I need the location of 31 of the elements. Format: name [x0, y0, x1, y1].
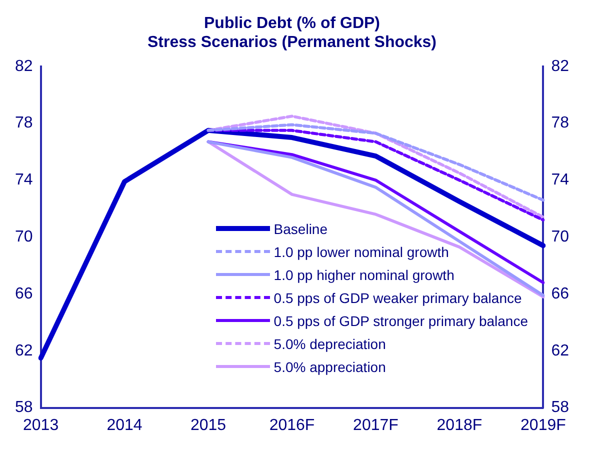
x-tick-label: 2015 — [190, 416, 226, 434]
y2-tick-label: 74 — [551, 172, 570, 189]
x-tick-label: 2017F — [353, 416, 399, 434]
legend-label: 1.0 pp higher nominal growth — [274, 266, 454, 282]
y-tick-label: 74 — [15, 172, 33, 189]
y2-tick-label: 66 — [551, 285, 570, 302]
x-tick-label: 2013 — [23, 416, 59, 434]
legend-label: 0.5 pps of GDP stronger primary balance — [274, 312, 528, 328]
y-tick-label: 58 — [15, 399, 33, 416]
line-series — [206, 114, 545, 219]
x-tick-label: 2018F — [436, 416, 482, 434]
y2-tick-label: 70 — [551, 228, 570, 246]
legend-label: 0.5 pps of GDP weaker primary balance — [274, 290, 522, 306]
y-tick-label: 82 — [15, 58, 33, 75]
chart-title: Public Debt (% of GDP) Stress Scenarios (Permanent Shocks) — [147, 15, 437, 52]
y-tick-label: 62 — [15, 342, 33, 360]
x-tick-label: 2016F — [269, 416, 315, 434]
y-tick-label: 66 — [15, 285, 33, 302]
y2-tick-label: 78 — [551, 114, 570, 132]
line-series — [206, 123, 545, 202]
y-tick-label: 78 — [15, 114, 33, 132]
legend-label: Baseline — [274, 220, 328, 236]
y2-tick-label: 82 — [551, 58, 570, 75]
x-tick-label: 2019F — [520, 416, 566, 434]
legend-label: 5.0% appreciation — [274, 358, 386, 374]
y2-tick-label: 58 — [551, 399, 570, 416]
legend-label: 1.0 pp lower nominal growth — [274, 244, 449, 260]
y-tick-label: 70 — [15, 228, 33, 246]
legend-label: 5.0% depreciation — [274, 336, 386, 352]
y2-tick-label: 62 — [551, 342, 570, 360]
x-tick-label: 2014 — [106, 416, 142, 434]
